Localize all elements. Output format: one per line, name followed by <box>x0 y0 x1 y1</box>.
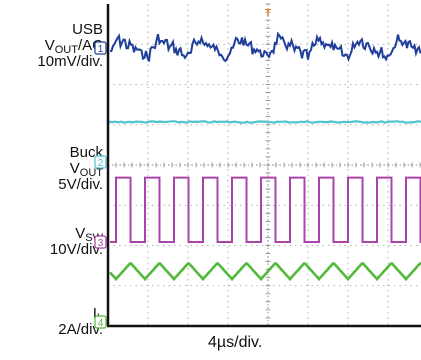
ch3-marker-box <box>94 235 107 249</box>
ch1-marker: 1 <box>94 41 107 55</box>
timebase-label: 4µs/div. <box>208 334 263 351</box>
ch3-marker: 3 <box>94 235 107 249</box>
scope-traces <box>108 31 421 282</box>
channel-markers: 1 2 3 4 T <box>94 8 271 329</box>
ch4-label-line-2: 2A/div. <box>58 321 103 338</box>
ch4-marker-box <box>94 315 107 329</box>
ch4-marker: 4 <box>94 315 107 329</box>
ch2-label-line-1: Buck <box>69 144 103 161</box>
ch2-marker-number: 2 <box>98 158 104 169</box>
ch1-marker-number: 1 <box>98 44 104 55</box>
ch4-marker-number: 4 <box>98 318 104 329</box>
ch3-label-line-2: 10V/div. <box>49 241 103 258</box>
ch2-label-line-3: 5V/div. <box>58 176 103 193</box>
ch1-label-line-3: 10mV/div. <box>37 53 103 70</box>
ch1-marker-box <box>94 41 107 55</box>
ch2-label: Buck VOUT 5V/div. <box>58 145 103 193</box>
ch3-vsw-trace <box>110 176 421 243</box>
ch3-marker-number: 3 <box>98 238 104 249</box>
ch2-marker: 2 <box>94 155 107 169</box>
ch1-usb-vout-trace <box>109 31 421 63</box>
ch2-buck-vout-trace <box>108 120 421 124</box>
ch1-label-line-1: USB <box>72 21 103 38</box>
ch3-label-line-1: VSW <box>75 225 103 244</box>
ch2-marker-box <box>94 155 107 169</box>
ch4-il-trace <box>109 262 421 282</box>
ch2-label-line-2: VOUT <box>69 160 103 179</box>
ch3-label: VSW 10V/div. <box>50 226 103 258</box>
trigger-marker: T <box>265 8 271 19</box>
